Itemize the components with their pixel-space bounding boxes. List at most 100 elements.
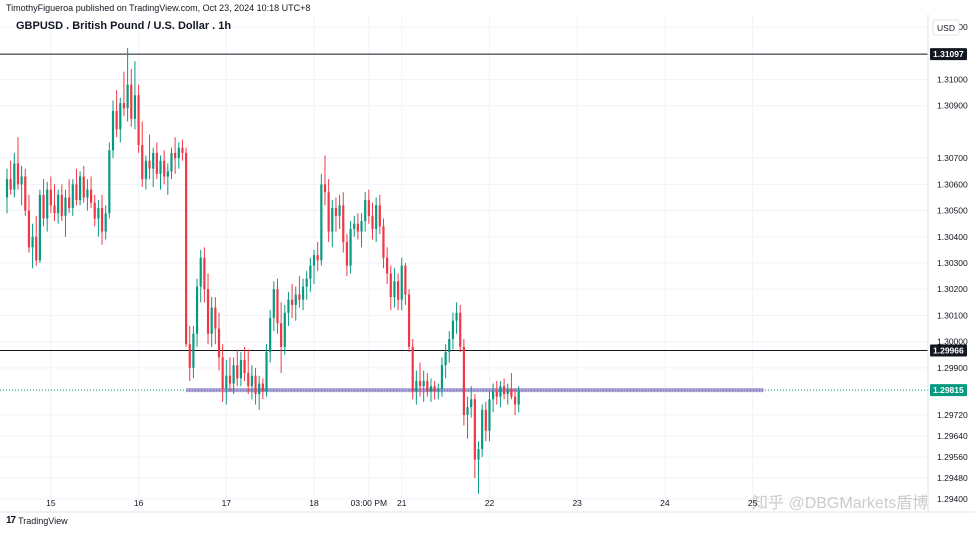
candle-down[interactable]	[404, 263, 407, 305]
candle-down[interactable]	[141, 121, 144, 187]
candle-down[interactable]	[188, 325, 191, 381]
candle-down[interactable]	[367, 189, 370, 224]
candle-up[interactable]	[79, 171, 82, 206]
candle-up[interactable]	[320, 173, 323, 266]
candle-up[interactable]	[517, 386, 520, 413]
currency-box[interactable]	[932, 19, 960, 36]
candle-down[interactable]	[42, 179, 45, 227]
candle-up[interactable]	[492, 383, 495, 413]
candle-up[interactable]	[429, 378, 433, 402]
candle-up[interactable]	[305, 270, 308, 300]
candle-down[interactable]	[228, 357, 232, 392]
candle-up[interactable]	[258, 375, 261, 410]
candle-up[interactable]	[97, 200, 100, 237]
candle-up[interactable]	[455, 302, 458, 334]
candle-down[interactable]	[473, 394, 476, 478]
candle-up[interactable]	[422, 370, 425, 402]
candle-down[interactable]	[137, 84, 140, 153]
candle-down[interactable]	[316, 242, 319, 271]
candle-down[interactable]	[356, 213, 359, 240]
candle-up[interactable]	[312, 249, 316, 284]
candle-up[interactable]	[210, 297, 213, 347]
candle-up[interactable]	[195, 278, 199, 347]
candle-down[interactable]	[27, 194, 31, 253]
candle-down[interactable]	[53, 184, 56, 222]
candle-down[interactable]	[418, 362, 422, 397]
candle-up[interactable]	[126, 48, 129, 122]
candle-up[interactable]	[133, 61, 137, 130]
candle-down[interactable]	[89, 176, 93, 208]
tradingview-logo[interactable]: 17 TradingView	[6, 515, 68, 526]
candle-down[interactable]	[407, 289, 411, 353]
candle-down[interactable]	[217, 312, 221, 371]
candle-up[interactable]	[5, 168, 9, 214]
candle-up[interactable]	[437, 383, 440, 400]
candle-down[interactable]	[371, 202, 374, 240]
candle-down[interactable]	[206, 273, 210, 345]
candle-down[interactable]	[495, 380, 498, 405]
candle-up[interactable]	[353, 215, 356, 237]
candle-down[interactable]	[280, 302, 283, 374]
candle-up[interactable]	[86, 179, 89, 211]
candle-down[interactable]	[100, 194, 104, 245]
candle-up[interactable]	[20, 166, 23, 206]
candle-down[interactable]	[462, 339, 465, 426]
candle-down[interactable]	[484, 401, 487, 442]
candle-up[interactable]	[499, 380, 502, 408]
candle-up[interactable]	[71, 179, 74, 216]
candle-down[interactable]	[426, 373, 429, 397]
candle-up[interactable]	[269, 310, 272, 363]
candle-up[interactable]	[232, 357, 235, 395]
candle-down[interactable]	[247, 349, 250, 395]
candle-up[interactable]	[152, 147, 155, 187]
candle-down[interactable]	[345, 234, 349, 277]
candle-down[interactable]	[298, 276, 301, 308]
candle-down[interactable]	[163, 150, 166, 185]
candle-up[interactable]	[239, 352, 243, 387]
candle-down[interactable]	[236, 349, 239, 387]
candle-down[interactable]	[510, 373, 513, 400]
candle-down[interactable]	[342, 192, 345, 253]
candle-down[interactable]	[68, 179, 71, 214]
candle-up[interactable]	[444, 344, 447, 379]
candle-down[interactable]	[155, 142, 158, 180]
candle-down[interactable]	[115, 90, 118, 138]
candle-up[interactable]	[144, 155, 147, 190]
candle-down[interactable]	[459, 304, 462, 353]
candle-up[interactable]	[119, 97, 122, 143]
candle-up[interactable]	[170, 147, 173, 180]
candle-up[interactable]	[38, 189, 41, 263]
candle-down[interactable]	[396, 273, 400, 311]
candle-up[interactable]	[111, 100, 115, 159]
candle-down[interactable]	[290, 283, 294, 319]
candle-down[interactable]	[35, 215, 38, 266]
candle-up[interactable]	[57, 189, 60, 224]
candle-up[interactable]	[440, 357, 444, 397]
candle-up[interactable]	[470, 386, 473, 418]
candle-up[interactable]	[225, 359, 228, 405]
candle-up[interactable]	[294, 286, 297, 321]
candle-up[interactable]	[159, 155, 162, 190]
candle-up[interactable]	[309, 257, 312, 292]
candle-down[interactable]	[334, 197, 338, 232]
candle-up[interactable]	[104, 205, 107, 240]
candle-up[interactable]	[272, 281, 275, 332]
candle-up[interactable]	[177, 142, 180, 169]
candle-up[interactable]	[287, 291, 290, 326]
candle-down[interactable]	[49, 176, 52, 214]
candle-up[interactable]	[199, 249, 202, 303]
candle-up[interactable]	[331, 200, 334, 248]
candle-up[interactable]	[448, 331, 451, 363]
candle-down[interactable]	[122, 71, 126, 117]
candle-down[interactable]	[382, 218, 385, 269]
candle-down[interactable]	[82, 166, 85, 203]
candle-up[interactable]	[360, 213, 363, 248]
candle-up[interactable]	[349, 221, 352, 274]
candle-down[interactable]	[174, 137, 177, 174]
candle-down[interactable]	[254, 367, 257, 405]
candle-down[interactable]	[148, 134, 151, 180]
candle-down[interactable]	[16, 137, 20, 190]
candle-up[interactable]	[301, 278, 305, 311]
candle-down[interactable]	[261, 378, 264, 400]
candle-up[interactable]	[250, 365, 253, 400]
